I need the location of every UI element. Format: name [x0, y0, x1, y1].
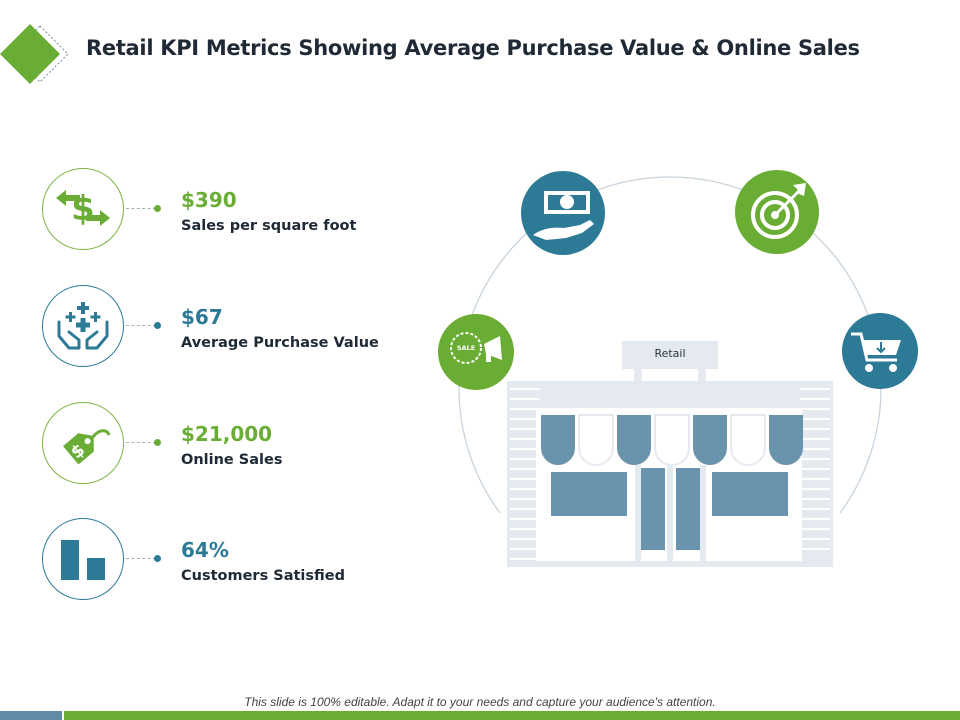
kpi-customers-satisfied: 64% Customers Satisfied: [40, 518, 400, 608]
price-tag-icon: $: [63, 429, 111, 465]
bar-chart-icon: [61, 540, 105, 580]
kpi-label: Average Purchase Value: [181, 335, 379, 351]
connector-dot: [154, 322, 161, 329]
connector-dot: [154, 205, 161, 212]
store-sign: [622, 341, 718, 369]
kpi-value: $67: [181, 305, 223, 329]
connector-dash: [126, 558, 156, 559]
kpi-sales-per-sqft: $ $390 Sales per square foot: [40, 168, 400, 258]
slide-title: Retail KPI Metrics Showing Average Purch…: [86, 36, 860, 60]
connector-dash: [126, 208, 156, 209]
shop-door: [676, 468, 700, 550]
target-arrow-icon: [735, 170, 819, 254]
kpi-value: $390: [181, 188, 237, 212]
connector-dot: [154, 439, 161, 446]
dollar-arrows-icon: $: [56, 189, 110, 229]
awning: [541, 414, 803, 466]
kpi-online-sales: $ $21,000 Online Sales: [40, 402, 400, 492]
shopping-cart-icon: [842, 313, 918, 389]
kpi-average-purchase-value: $67 Average Purchase Value: [40, 285, 400, 375]
footer-note: This slide is 100% editable. Adapt it to…: [244, 695, 716, 709]
shop-window: [551, 472, 627, 516]
connector-dot: [154, 555, 161, 562]
sale-badge-label: SALE: [456, 344, 476, 352]
store-sign-label: Retail: [654, 347, 686, 360]
hands-sparkle-icon: [57, 302, 109, 350]
svg-text:$: $: [71, 189, 95, 229]
footer-bar-right: [64, 711, 960, 720]
kpi-label: Customers Satisfied: [181, 568, 345, 584]
diamond-logo-icon: [0, 24, 69, 84]
connector-dash: [126, 325, 156, 326]
connector-dash: [126, 442, 156, 443]
footer-bar-left: [0, 711, 62, 720]
siding-lines: [510, 388, 830, 560]
kpi-value: $21,000: [181, 422, 273, 446]
sign-post: [698, 366, 706, 384]
sign-post: [634, 366, 642, 384]
kpi-value: 64%: [181, 538, 229, 562]
shop-door: [641, 468, 665, 550]
kpi-icon-circle: $: [42, 168, 124, 250]
storefront-illustration: [438, 170, 918, 567]
kpi-icon-circle: [42, 518, 124, 600]
cash-in-hand-icon: [521, 171, 605, 255]
kpi-icon-circle: $: [42, 402, 124, 484]
store-building: [507, 381, 833, 567]
kpi-icon-circle: [42, 285, 124, 367]
kpi-label: Online Sales: [181, 452, 283, 468]
shop-window: [712, 472, 788, 516]
sale-megaphone-icon: [438, 314, 514, 390]
kpi-label: Sales per square foot: [181, 218, 357, 234]
